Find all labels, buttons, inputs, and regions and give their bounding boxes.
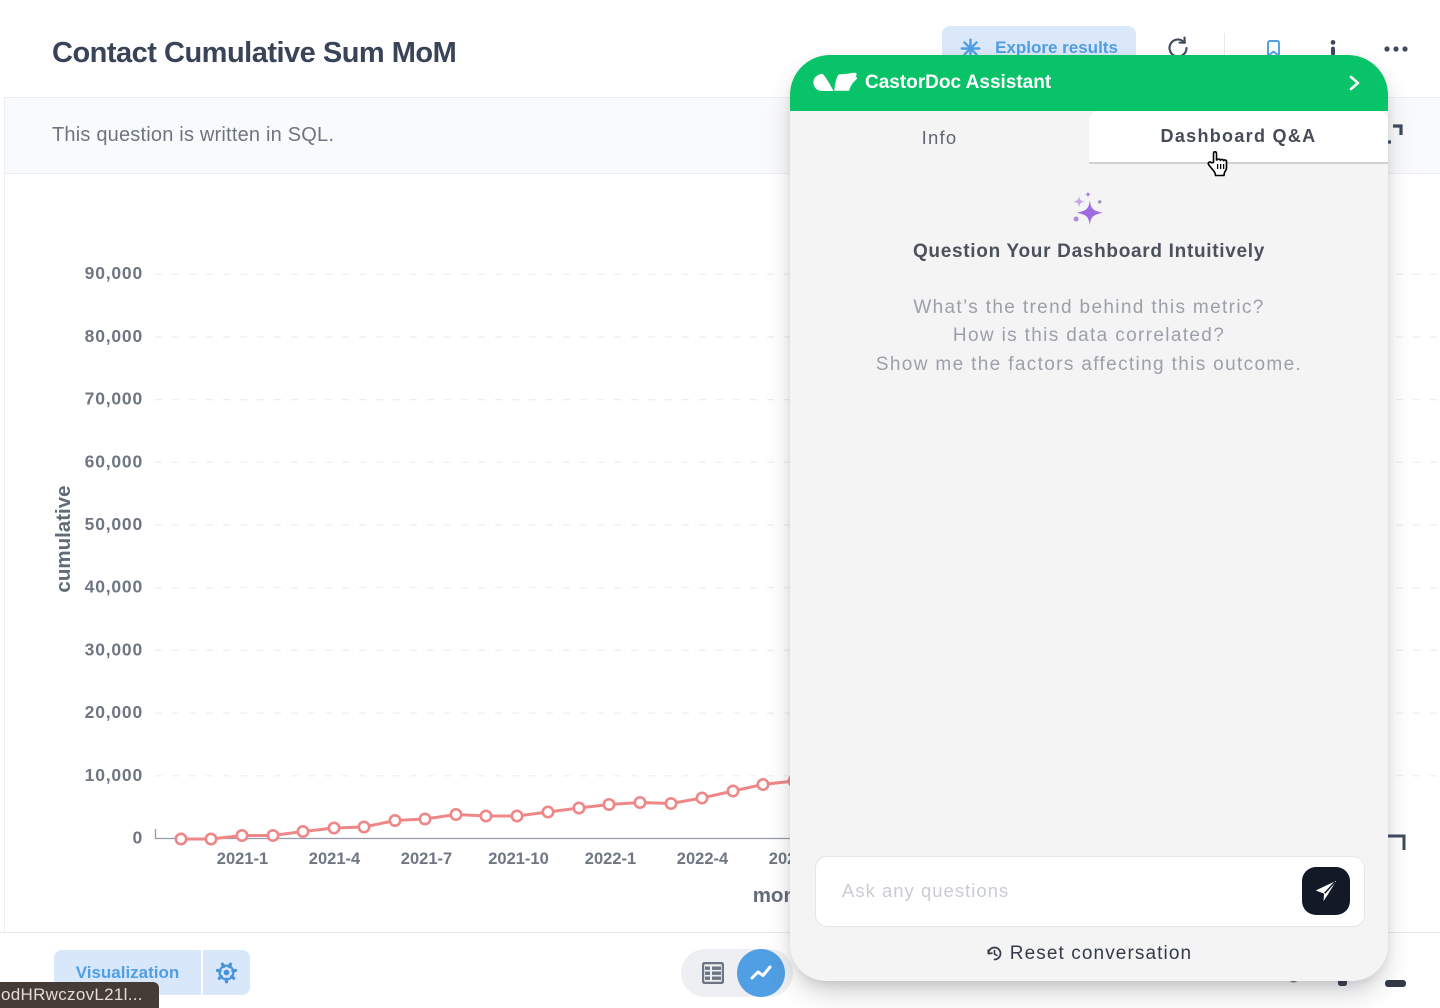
- svg-text:40,000: 40,000: [85, 577, 143, 597]
- svg-text:10,000: 10,000: [85, 765, 143, 785]
- svg-text:2021-10: 2021-10: [488, 850, 549, 868]
- svg-text:0: 0: [132, 828, 143, 848]
- svg-text:80,000: 80,000: [85, 326, 143, 346]
- svg-text:cumulative: cumulative: [52, 485, 75, 592]
- svg-text:2021-7: 2021-7: [401, 850, 452, 868]
- svg-text:2021-4: 2021-4: [309, 850, 361, 868]
- svg-text:60,000: 60,000: [85, 451, 143, 471]
- svg-text:90,000: 90,000: [85, 263, 143, 283]
- svg-text:30,000: 30,000: [85, 639, 143, 659]
- svg-text:2022-1: 2022-1: [585, 850, 636, 868]
- svg-text:2022-4: 2022-4: [677, 850, 729, 868]
- svg-text:20,000: 20,000: [85, 702, 143, 722]
- svg-text:2021-1: 2021-1: [217, 850, 268, 868]
- svg-text:70,000: 70,000: [85, 389, 143, 409]
- svg-text:50,000: 50,000: [85, 514, 143, 534]
